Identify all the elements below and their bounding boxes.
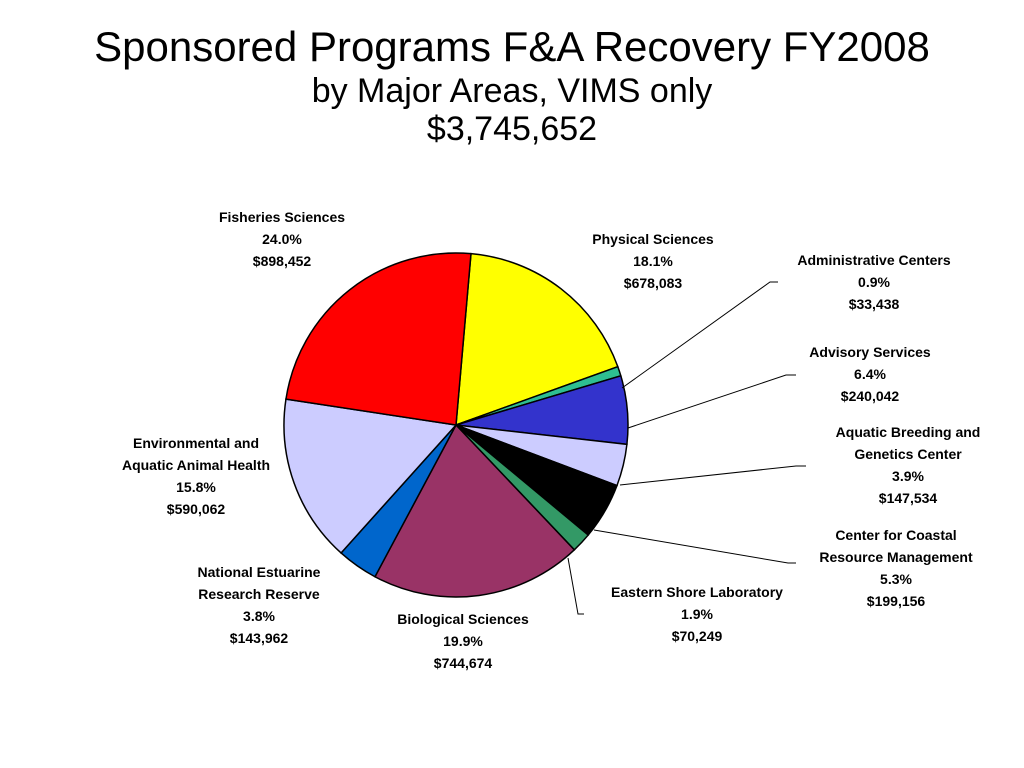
- slice-label-amount: $70,249: [672, 628, 723, 644]
- slice-label: Biological Sciences 19.9% $744,674: [397, 611, 529, 671]
- slice-label-percent: 18.1%: [633, 253, 673, 269]
- slice-label-percent: 3.9%: [892, 468, 924, 484]
- leader-lines: [567, 281, 806, 615]
- pie-slice-fisheries-sciences: [285, 252, 472, 426]
- chart-total: $3,745,652: [426, 110, 598, 148]
- slice-label: Eastern Shore Laboratory 1.9% $70,249: [611, 584, 783, 644]
- slice-labels: Physical Sciences 18.1% $678,083 Administra…: [122, 209, 980, 671]
- slice-label: Fisheries Sciences 24.0% $898,452: [219, 209, 345, 269]
- slice-label-name: National Estuarine: [198, 564, 321, 580]
- slice-label: Environmental and Aquatic Animal Health 15…: [122, 435, 270, 517]
- leader-line: [619, 465, 806, 486]
- slice-label-amount: $590,062: [167, 501, 226, 517]
- slice-label-percent: 24.0%: [262, 231, 302, 247]
- slice-label-name: Fisheries Sciences: [219, 209, 345, 225]
- slice-label: Aquatic Breeding and Genetics Center 3.9% $…: [836, 424, 981, 506]
- slice-label-percent: 1.9%: [681, 606, 713, 622]
- slice-label-name: Aquatic Animal Health: [122, 457, 270, 473]
- slice-label-name: Eastern Shore Laboratory: [611, 584, 783, 600]
- slice-label-amount: $199,156: [867, 593, 926, 609]
- slice-label-percent: 5.3%: [880, 571, 912, 587]
- pie-slice-environmental-and-aquatic-animal-health: [283, 398, 458, 555]
- slice-label-name: Aquatic Breeding and: [836, 424, 981, 440]
- pie-slice-biological-sciences: [373, 423, 576, 598]
- slice-label: National Estuarine Research Reserve 3.8% $1…: [198, 564, 321, 646]
- leader-line: [567, 557, 584, 615]
- pie-slices: [283, 252, 629, 598]
- chart-title: Sponsored Programs F&A Recovery FY2008: [94, 23, 930, 70]
- leader-line: [621, 281, 778, 389]
- slice-label-name: Biological Sciences: [397, 611, 529, 627]
- slice-label: Advisory Services 6.4% $240,042: [809, 344, 931, 404]
- leader-line: [593, 529, 796, 564]
- slice-label-name: Physical Sciences: [592, 231, 714, 247]
- slice-label-amount: $678,083: [624, 275, 683, 291]
- slice-label-percent: 3.8%: [243, 608, 275, 624]
- chart-subtitle: by Major Areas, VIMS only: [311, 72, 713, 110]
- slice-label-name: Advisory Services: [809, 344, 931, 360]
- slice-label-percent: 6.4%: [854, 366, 886, 382]
- slice-label-name: Administrative Centers: [797, 252, 950, 268]
- slice-label: Physical Sciences 18.1% $678,083: [592, 231, 714, 291]
- slice-label-name: Environmental and: [133, 435, 259, 451]
- slice-label: Center for Coastal Resource Management 5.3…: [819, 527, 973, 609]
- chart-title-block: Sponsored Programs F&A Recovery FY2008 b…: [0, 22, 1024, 148]
- slice-label-percent: 0.9%: [858, 274, 890, 290]
- slice-label-name: Research Reserve: [198, 586, 320, 602]
- slice-label-name: Resource Management: [819, 549, 973, 565]
- slice-label-amount: $240,042: [841, 388, 900, 404]
- slice-label: Administrative Centers 0.9% $33,438: [797, 252, 950, 312]
- slice-label-amount: $898,452: [253, 253, 312, 269]
- slice-label-name: Center for Coastal: [835, 527, 956, 543]
- slice-label-amount: $143,962: [230, 630, 289, 646]
- slice-label-amount: $147,534: [879, 490, 938, 506]
- slice-label-percent: 15.8%: [176, 479, 216, 495]
- slice-label-amount: $744,674: [434, 655, 493, 671]
- slice-label-name: Genetics Center: [854, 446, 962, 462]
- leader-line: [627, 374, 796, 429]
- pie-slice-physical-sciences: [455, 252, 619, 427]
- slice-label-amount: $33,438: [849, 296, 900, 312]
- slice-label-percent: 19.9%: [443, 633, 483, 649]
